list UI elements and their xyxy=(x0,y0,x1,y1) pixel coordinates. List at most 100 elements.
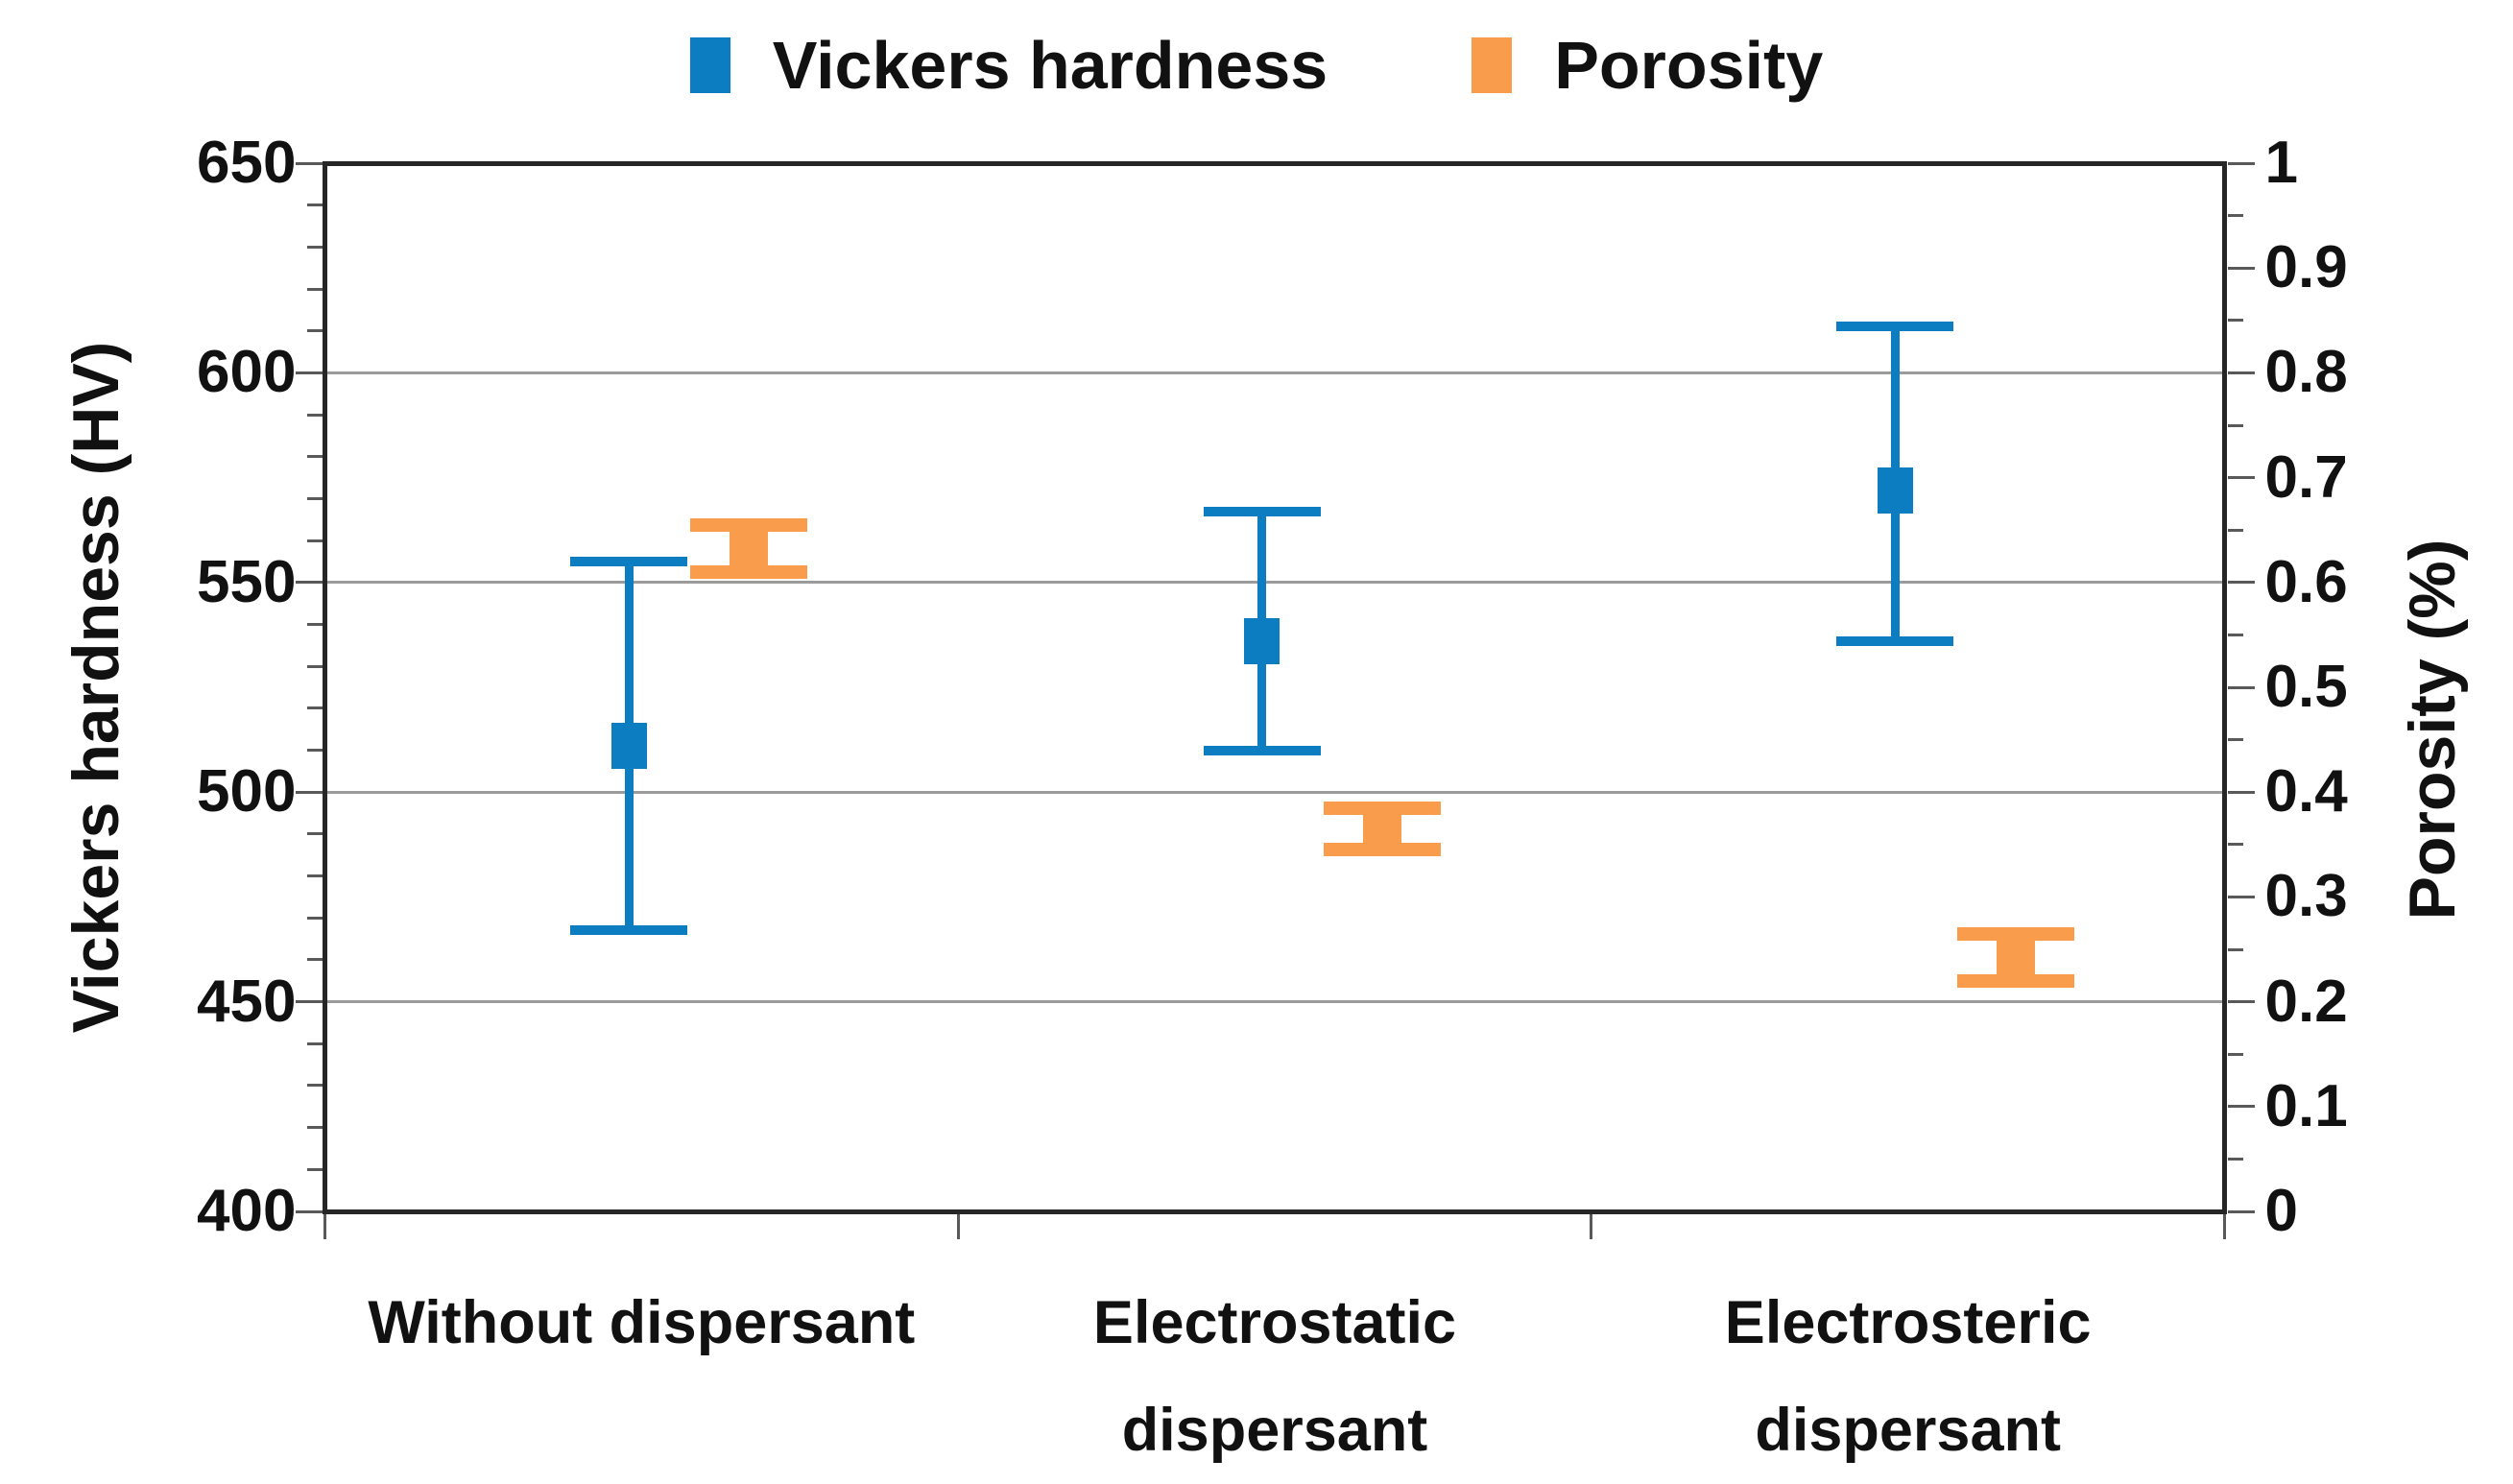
right-axis-tick xyxy=(2228,424,2243,427)
errorbar-cap-top xyxy=(570,557,687,566)
left-axis-tick xyxy=(296,791,323,794)
errorbar-cap-top xyxy=(1836,322,1953,331)
square-marker-porosity xyxy=(1997,930,2035,978)
right-axis-tick xyxy=(2228,1158,2243,1161)
x-axis-tick xyxy=(323,1214,326,1239)
right-axis-tick xyxy=(2228,267,2255,270)
y-left-tick-label: 550 xyxy=(9,548,297,617)
y-right-tick-label: 0.7 xyxy=(2265,443,2513,513)
right-axis-tick xyxy=(2228,791,2255,794)
y-left-tick-label: 400 xyxy=(9,1177,297,1246)
left-axis-tick xyxy=(307,497,323,500)
gridline xyxy=(327,371,2223,374)
errorbar-cap-top xyxy=(1204,507,1321,516)
left-axis-tick xyxy=(307,958,323,961)
y-right-tick-label: 0.3 xyxy=(2265,862,2513,931)
left-axis-tick xyxy=(296,581,323,584)
legend-swatch-icon xyxy=(1472,37,1512,93)
left-axis-tick xyxy=(307,329,323,332)
square-marker-vickers-hardness xyxy=(611,723,647,769)
left-axis-tick xyxy=(296,1210,323,1213)
y-right-tick-label: 0.6 xyxy=(2265,548,2513,617)
left-axis-tick xyxy=(307,832,323,835)
legend-item-vickers-hardness: Vickers hardness xyxy=(690,25,1328,106)
legend-label: Vickers hardness xyxy=(773,25,1328,106)
left-axis-tick xyxy=(307,539,323,542)
right-axis-tick xyxy=(2228,1210,2255,1213)
right-axis-tick xyxy=(2228,581,2255,584)
left-axis-tick xyxy=(307,1042,323,1045)
left-axis-tick xyxy=(307,1084,323,1087)
right-axis-tick xyxy=(2228,843,2243,846)
right-axis-tick xyxy=(2228,1105,2255,1108)
errorbar-cap-bottom xyxy=(1204,746,1321,755)
y-left-tick-label: 650 xyxy=(9,129,297,198)
y-left-tick-label: 450 xyxy=(9,968,297,1037)
gridline xyxy=(327,1000,2223,1003)
y-right-tick-label: 0.5 xyxy=(2265,653,2513,722)
square-marker-porosity xyxy=(1363,804,1401,852)
x-axis-tick xyxy=(2223,1214,2226,1239)
y-right-tick-label: 0.8 xyxy=(2265,338,2513,407)
left-axis-tick xyxy=(296,371,323,374)
right-axis-tick xyxy=(2228,1000,2255,1003)
plot-border-bottom xyxy=(323,1209,2227,1214)
x-axis-tick xyxy=(957,1214,960,1239)
right-axis-tick xyxy=(2228,319,2243,322)
right-axis-tick xyxy=(2228,529,2243,532)
left-axis-tick xyxy=(296,1000,323,1003)
gridline xyxy=(327,791,2223,794)
plot-border-top xyxy=(323,161,2227,166)
right-axis-tick xyxy=(2228,162,2255,165)
y-right-tick-label: 0 xyxy=(2265,1177,2513,1246)
right-axis-tick xyxy=(2228,948,2243,951)
y-right-tick-label: 0.2 xyxy=(2265,968,2513,1037)
left-axis-tick xyxy=(307,623,323,626)
y-right-tick-label: 0.4 xyxy=(2265,757,2513,826)
left-axis-tick xyxy=(307,665,323,668)
left-axis-tick xyxy=(296,162,323,165)
square-marker-vickers-hardness xyxy=(1244,618,1280,664)
right-axis-tick xyxy=(2228,1053,2243,1056)
right-axis-tick xyxy=(2228,634,2243,636)
right-axis-tick xyxy=(2228,738,2243,741)
left-axis-tick xyxy=(307,288,323,291)
left-axis-tick xyxy=(307,874,323,877)
left-axis-tick xyxy=(307,246,323,249)
legend-label: Porosity xyxy=(1554,25,1823,106)
left-axis-tick xyxy=(307,749,323,752)
y-right-tick-label: 0.1 xyxy=(2265,1072,2513,1141)
right-axis-tick xyxy=(2228,686,2255,689)
left-axis-tick xyxy=(307,917,323,920)
right-axis-line xyxy=(2222,161,2227,1214)
y-right-tick-label: 0.9 xyxy=(2265,233,2513,302)
x-category-label: Without dispersant xyxy=(296,1269,987,1376)
legend: Vickers hardness Porosity xyxy=(0,25,2513,106)
errorbar-cap-bottom xyxy=(570,925,687,935)
y-right-tick-label: 1 xyxy=(2265,129,2513,198)
left-axis-tick xyxy=(307,455,323,458)
legend-item-porosity: Porosity xyxy=(1472,25,1823,106)
left-axis-tick xyxy=(307,1126,323,1129)
legend-swatch-icon xyxy=(690,37,730,93)
y-left-tick-label: 500 xyxy=(9,757,297,826)
y-left-tick-label: 600 xyxy=(9,338,297,407)
square-marker-vickers-hardness xyxy=(1878,467,1913,514)
square-marker-porosity xyxy=(730,527,768,575)
right-axis-tick xyxy=(2228,371,2255,374)
left-axis-line xyxy=(323,161,327,1214)
right-axis-tick xyxy=(2228,896,2255,898)
x-axis-tick xyxy=(1590,1214,1592,1239)
left-axis-tick xyxy=(307,1168,323,1171)
errorbar-cap-bottom xyxy=(1836,636,1953,646)
right-axis-tick xyxy=(2228,214,2243,217)
gridline xyxy=(327,581,2223,584)
left-axis-tick xyxy=(307,414,323,417)
right-axis-tick xyxy=(2228,476,2255,479)
left-axis-tick xyxy=(307,706,323,709)
left-axis-tick xyxy=(307,203,323,206)
left-axis-title: Vickers hardness (HV) xyxy=(59,342,133,1034)
